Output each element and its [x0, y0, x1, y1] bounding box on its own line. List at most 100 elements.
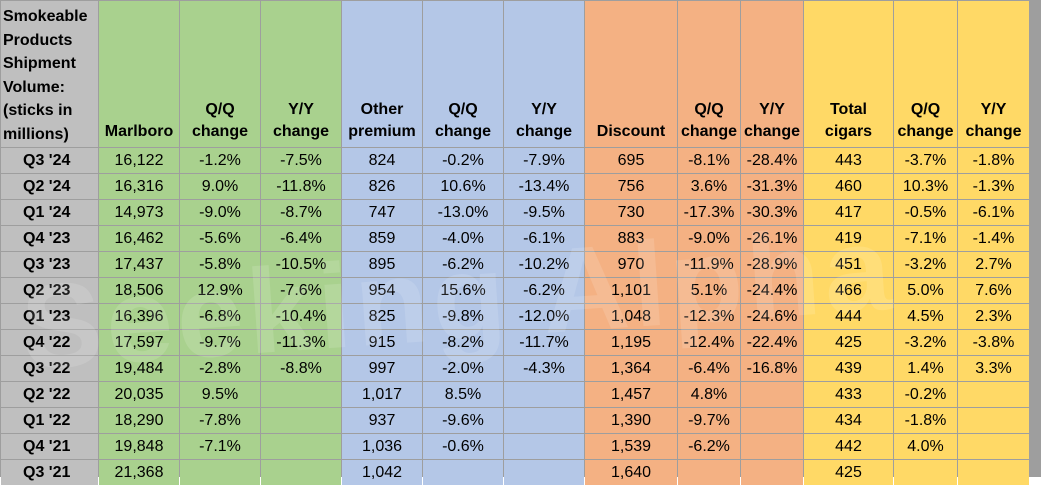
cell-total-cigars: 443: [804, 148, 893, 173]
cell-other-premium-qq: -0.6%: [423, 434, 503, 459]
column-header-other-premium: Other premium: [342, 1, 422, 147]
cell-discount-qq: -12.3%: [678, 304, 740, 329]
cell-discount-yy: -16.8%: [741, 356, 803, 381]
cell-other-premium-yy: [504, 434, 584, 459]
cell-discount-yy: [741, 382, 803, 407]
cell-other-premium: 826: [342, 174, 422, 199]
cell-discount-qq: -17.3%: [678, 200, 740, 225]
cell-other-premium-yy: -6.1%: [504, 226, 584, 251]
cell-other-premium-qq: -9.6%: [423, 408, 503, 433]
cell-discount-yy: [741, 434, 803, 459]
cell-cigars-qq: [894, 460, 957, 485]
row-label: Q3 '21: [1, 460, 98, 485]
cell-other-premium-qq: -9.8%: [423, 304, 503, 329]
cell-cigars-qq: 1.4%: [894, 356, 957, 381]
cell-marlboro: 17,597: [99, 330, 179, 355]
cell-other-premium-qq: 8.5%: [423, 382, 503, 407]
cell-other-premium: 915: [342, 330, 422, 355]
cell-cigars-yy: [958, 460, 1029, 485]
cell-cigars-qq: -0.5%: [894, 200, 957, 225]
cell-other-premium: 1,017: [342, 382, 422, 407]
cell-cigars-qq: 5.0%: [894, 278, 957, 303]
cell-discount: 970: [585, 252, 677, 277]
cell-marlboro-qq: -5.8%: [180, 252, 260, 277]
cell-other-premium-qq: 10.6%: [423, 174, 503, 199]
column-header-discount-qq: Q/Q change: [678, 1, 740, 147]
cell-cigars-qq: -7.1%: [894, 226, 957, 251]
cell-other-premium-yy: -6.2%: [504, 278, 584, 303]
cell-cigars-yy: -3.8%: [958, 330, 1029, 355]
column-header-discount: Discount: [585, 1, 677, 147]
cell-cigars-yy: 3.3%: [958, 356, 1029, 381]
cell-other-premium: 859: [342, 226, 422, 251]
cell-discount: 1,101: [585, 278, 677, 303]
cell-marlboro: 21,368: [99, 460, 179, 485]
cell-cigars-yy: 2.3%: [958, 304, 1029, 329]
cell-total-cigars: 444: [804, 304, 893, 329]
cell-other-premium: 1,036: [342, 434, 422, 459]
cell-cigars-yy: -1.3%: [958, 174, 1029, 199]
cell-total-cigars: 434: [804, 408, 893, 433]
cell-other-premium: 954: [342, 278, 422, 303]
cell-total-cigars: 425: [804, 460, 893, 485]
cell-discount-yy: -31.3%: [741, 174, 803, 199]
cell-marlboro: 19,484: [99, 356, 179, 381]
cell-other-premium-yy: -11.7%: [504, 330, 584, 355]
cell-marlboro: 20,035: [99, 382, 179, 407]
cell-other-premium-yy: -4.3%: [504, 356, 584, 381]
cell-marlboro: 18,506: [99, 278, 179, 303]
cell-other-premium-yy: -7.9%: [504, 148, 584, 173]
cell-cigars-qq: -3.7%: [894, 148, 957, 173]
cell-total-cigars: 419: [804, 226, 893, 251]
cell-marlboro-yy: [261, 382, 341, 407]
row-label: Q4 '23: [1, 226, 98, 251]
cell-marlboro: 16,462: [99, 226, 179, 251]
cell-cigars-qq: -0.2%: [894, 382, 957, 407]
cell-discount-yy: [741, 408, 803, 433]
cell-marlboro: 16,316: [99, 174, 179, 199]
cell-other-premium-yy: -9.5%: [504, 200, 584, 225]
cell-marlboro-qq: -9.7%: [180, 330, 260, 355]
cell-other-premium: 1,042: [342, 460, 422, 485]
row-label: Q2 '22: [1, 382, 98, 407]
cell-discount: 1,048: [585, 304, 677, 329]
cell-discount-qq: -8.1%: [678, 148, 740, 173]
cell-discount-qq: [678, 460, 740, 485]
cell-marlboro-yy: -11.8%: [261, 174, 341, 199]
cell-other-premium: 747: [342, 200, 422, 225]
cell-other-premium: 937: [342, 408, 422, 433]
cell-discount-qq: -9.0%: [678, 226, 740, 251]
cell-discount: 1,195: [585, 330, 677, 355]
cell-other-premium: 895: [342, 252, 422, 277]
cell-marlboro-yy: -7.6%: [261, 278, 341, 303]
cell-discount-yy: -24.4%: [741, 278, 803, 303]
cell-discount-yy: -28.4%: [741, 148, 803, 173]
cell-marlboro: 18,290: [99, 408, 179, 433]
cell-marlboro-qq: -1.2%: [180, 148, 260, 173]
cell-discount-yy: -22.4%: [741, 330, 803, 355]
cell-marlboro-qq: 12.9%: [180, 278, 260, 303]
cell-total-cigars: 466: [804, 278, 893, 303]
cell-cigars-yy: [958, 434, 1029, 459]
cell-marlboro-yy: -11.3%: [261, 330, 341, 355]
cell-discount: 730: [585, 200, 677, 225]
row-label: Q4 '21: [1, 434, 98, 459]
cell-cigars-qq: -1.8%: [894, 408, 957, 433]
cell-other-premium-qq: -13.0%: [423, 200, 503, 225]
row-label: Q2 '23: [1, 278, 98, 303]
cell-other-premium-qq: 15.6%: [423, 278, 503, 303]
cell-total-cigars: 439: [804, 356, 893, 381]
cell-discount-qq: 4.8%: [678, 382, 740, 407]
cell-marlboro-qq: 9.0%: [180, 174, 260, 199]
cell-marlboro-qq: -7.1%: [180, 434, 260, 459]
cell-other-premium-yy: [504, 408, 584, 433]
cell-discount-qq: 5.1%: [678, 278, 740, 303]
cell-marlboro-qq: -6.8%: [180, 304, 260, 329]
row-label: Q3 '22: [1, 356, 98, 381]
cell-discount: 695: [585, 148, 677, 173]
cell-discount-yy: -26.1%: [741, 226, 803, 251]
cell-discount: 1,640: [585, 460, 677, 485]
cell-discount-qq: 3.6%: [678, 174, 740, 199]
column-header-cigars-yy: Y/Y change: [958, 1, 1029, 147]
